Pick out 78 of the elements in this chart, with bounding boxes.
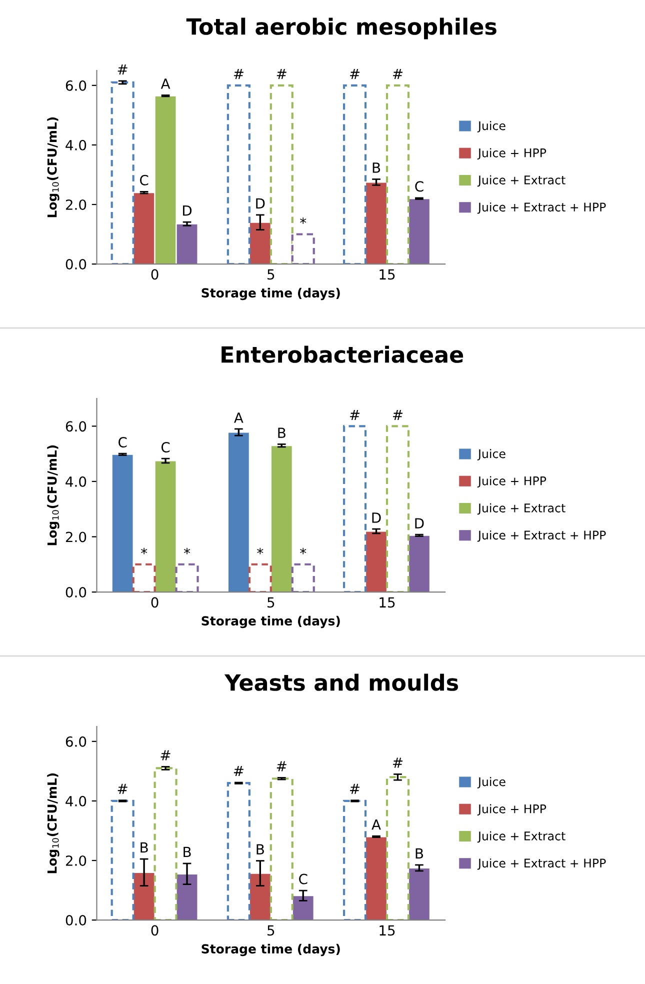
- data-label: #: [118, 64, 128, 74]
- legend-label: Juice + Extract: [477, 175, 566, 187]
- data-label: A: [372, 819, 381, 830]
- data-label: #: [392, 758, 402, 768]
- data-label: #: [276, 68, 286, 79]
- x-tick-label: 15: [380, 597, 395, 608]
- y-tick-label: 4.0: [66, 476, 86, 487]
- data-label: D: [256, 198, 265, 208]
- data-label: #: [160, 750, 170, 760]
- y-axis-title: Log$_{10}$(CFU/mL): [47, 117, 60, 218]
- data-label: B: [184, 846, 191, 858]
- data-label: #: [350, 784, 360, 794]
- y-tick-label: 2.0: [66, 532, 86, 542]
- y-tick-label: 0.0: [66, 587, 86, 598]
- y-tick-label: 6.0: [66, 80, 86, 91]
- data-label: *: [184, 548, 190, 554]
- legend-label: Juice + HPP: [477, 148, 546, 160]
- data-label: B: [256, 844, 264, 854]
- data-label: C: [299, 874, 308, 884]
- legend-label: Juice + HPP: [477, 476, 546, 488]
- x-tick-label: 0: [151, 597, 158, 608]
- legend-label: Juice + Extract + HPP: [477, 530, 606, 542]
- legend-label: Juice + Extract: [477, 503, 566, 515]
- x-tick-label: 15: [380, 925, 395, 936]
- data-label: B: [278, 428, 286, 438]
- data-label: B: [140, 842, 148, 853]
- data-label: *: [141, 548, 148, 554]
- y-tick-label: 2.0: [66, 855, 86, 866]
- y-tick-label: 4.0: [66, 796, 86, 806]
- data-label: D: [415, 518, 424, 528]
- data-label: #: [234, 766, 244, 776]
- y-axis-title: Log$_{10}$(CFU/mL): [47, 445, 60, 546]
- x-axis-title: Storage time (days): [202, 944, 340, 956]
- x-tick-label: 5: [268, 925, 274, 936]
- data-label: B: [416, 848, 423, 858]
- chart-title: Total aerobic mesophiles: [186, 18, 496, 40]
- legend-label: Juice: [477, 121, 506, 132]
- x-axis-title: Storage time (days): [202, 616, 340, 628]
- chart-title: Yeasts and moulds: [224, 674, 458, 691]
- data-label: #: [276, 761, 286, 772]
- data-label: #: [350, 68, 360, 79]
- data-label: D: [183, 205, 192, 216]
- chart-title: Enterobacteriaceae: [222, 346, 464, 363]
- data-label: *: [300, 548, 306, 554]
- legend-label: Juice + HPP: [477, 804, 546, 816]
- y-tick-label: 0.0: [66, 915, 86, 926]
- data-label: C: [161, 442, 170, 453]
- x-tick-label: 5: [268, 269, 274, 280]
- y-tick-label: 4.0: [66, 140, 86, 150]
- y-axis-title: Log$_{10}$(CFU/mL): [47, 773, 60, 874]
- data-label: #: [234, 68, 244, 79]
- data-label: #: [118, 784, 128, 794]
- x-axis-title: Storage time (days): [202, 288, 340, 300]
- data-label: #: [392, 68, 402, 79]
- data-label: *: [257, 548, 264, 554]
- data-label: #: [392, 410, 402, 420]
- data-label: C: [140, 174, 148, 186]
- legend-label: Juice: [477, 777, 506, 788]
- x-tick-label: 15: [380, 269, 395, 280]
- legend-label: Juice + Extract + HPP: [477, 858, 606, 870]
- data-label: C: [118, 437, 127, 448]
- data-label: *: [300, 218, 306, 224]
- data-label: C: [415, 181, 424, 192]
- y-tick-label: 6.0: [66, 421, 86, 432]
- legend-label: Juice: [477, 449, 506, 460]
- y-tick-label: 6.0: [66, 736, 86, 747]
- data-label: D: [372, 512, 381, 523]
- legend-label: Juice + Extract: [477, 831, 566, 843]
- y-tick-label: 2.0: [66, 199, 86, 210]
- legend-label: Juice + Extract + HPP: [477, 202, 606, 214]
- data-label: B: [372, 162, 380, 173]
- x-tick-label: 0: [151, 925, 158, 936]
- x-tick-label: 5: [268, 597, 274, 608]
- data-label: A: [160, 78, 170, 89]
- x-tick-label: 0: [151, 269, 158, 280]
- data-label: A: [234, 412, 244, 423]
- y-tick-label: 0.0: [66, 259, 86, 270]
- data-label: #: [350, 410, 360, 420]
